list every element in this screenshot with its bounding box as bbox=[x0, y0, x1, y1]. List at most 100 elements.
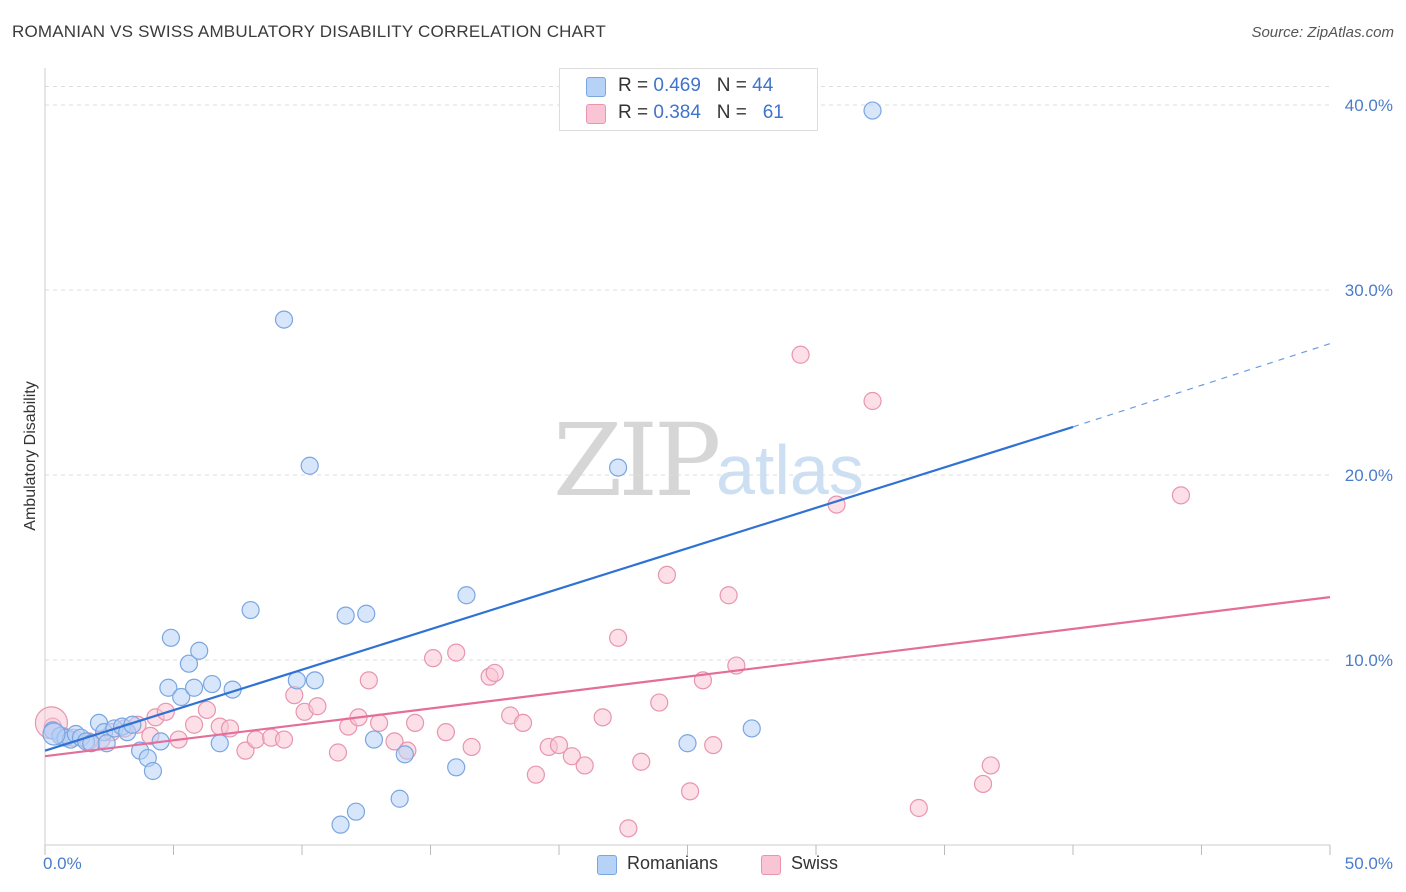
romanians-point-23 bbox=[184, 678, 204, 697]
romanians-point-42 bbox=[609, 458, 628, 477]
swiss-point-61 bbox=[1171, 486, 1191, 505]
romanians-point-35 bbox=[346, 802, 366, 821]
romanians-point-24 bbox=[190, 641, 209, 660]
swiss-point-16 bbox=[236, 741, 255, 760]
swiss-point-32 bbox=[436, 723, 456, 742]
swiss-point-58 bbox=[909, 798, 928, 818]
swiss-point-55 bbox=[791, 345, 810, 364]
romanians-point-40 bbox=[447, 758, 466, 777]
swiss-point-57 bbox=[863, 391, 882, 411]
swiss-point-12 bbox=[184, 715, 204, 734]
romanians-point-21 bbox=[172, 687, 191, 707]
y-axis-label: Ambulatory Disability bbox=[22, 381, 39, 530]
swiss-point-33 bbox=[447, 643, 466, 662]
romanians-point-20 bbox=[161, 628, 181, 647]
romanians-point-26 bbox=[210, 734, 229, 753]
romanians-trend-extension bbox=[1072, 343, 1331, 428]
swiss-point-22 bbox=[308, 697, 327, 716]
romanians-point-22 bbox=[179, 654, 199, 673]
y-tick-label-10: 10.0% bbox=[1345, 651, 1393, 670]
legend-n-label-romanians: N = bbox=[716, 75, 747, 96]
romanians-point-38 bbox=[390, 789, 409, 808]
swiss-point-52 bbox=[704, 735, 723, 755]
swiss-points bbox=[34, 345, 1191, 838]
trend-lines bbox=[44, 343, 1331, 758]
swiss-point-31 bbox=[423, 649, 443, 668]
swiss-point-34 bbox=[462, 737, 481, 757]
legend-r-value-romanians: 0.469 bbox=[653, 75, 701, 96]
swiss-point-27 bbox=[370, 713, 389, 733]
swiss-point-60 bbox=[981, 756, 1000, 775]
romanians-point-37 bbox=[364, 730, 384, 749]
romanians-point-39 bbox=[395, 745, 414, 764]
swiss-point-41 bbox=[549, 735, 569, 755]
swiss-point-53 bbox=[719, 586, 738, 605]
romanians-point-41 bbox=[457, 586, 476, 605]
romanians-point-45 bbox=[863, 101, 882, 120]
legend-n-label-swiss: N = bbox=[716, 102, 747, 123]
bottom-legend-swatch-romanians bbox=[597, 855, 617, 875]
x-axis-ticks bbox=[44, 845, 1331, 855]
swiss-point-26 bbox=[359, 671, 378, 690]
source-label: Source: ZipAtlas.com bbox=[1251, 24, 1394, 41]
romanians-points bbox=[42, 101, 882, 834]
swiss-point-17 bbox=[246, 730, 265, 749]
legend-r-value-swiss: 0.384 bbox=[653, 102, 701, 123]
swiss-point-59 bbox=[973, 774, 993, 794]
y-tick-label-40: 40.0% bbox=[1345, 96, 1393, 115]
legend-r-label-romanians: R = bbox=[618, 75, 649, 96]
romanians-point-28 bbox=[241, 600, 260, 620]
romanians-point-34 bbox=[336, 606, 355, 625]
grid-lines bbox=[45, 86, 1330, 661]
romanians-cluster-point bbox=[42, 722, 66, 746]
romanians-point-30 bbox=[287, 671, 306, 690]
romanians-point-43 bbox=[678, 734, 697, 753]
bottom-legend-label-romanians: Romanians bbox=[627, 853, 719, 873]
romanians-point-36 bbox=[357, 604, 376, 623]
bottom-legend-swatch-swiss bbox=[761, 855, 781, 875]
swiss-point-13 bbox=[197, 700, 217, 720]
legend-n-value-swiss: 61 bbox=[762, 102, 784, 123]
swiss-point-46 bbox=[619, 819, 638, 838]
swiss-point-45 bbox=[609, 628, 628, 647]
y-axis-tick-labels: 10.0% 20.0% 30.0% 40.0% bbox=[1345, 96, 1393, 670]
romanians-point-19 bbox=[159, 678, 178, 697]
swiss-point-30 bbox=[405, 713, 425, 733]
swiss-point-23 bbox=[328, 743, 348, 762]
bottom-legend-label-swiss: Swiss bbox=[791, 853, 839, 873]
swiss-trend-line bbox=[44, 596, 1331, 758]
swiss-point-19 bbox=[274, 730, 294, 749]
legend-text-romanians: R = 0.469 N = 44 bbox=[618, 75, 773, 97]
y-tick-label-30: 30.0% bbox=[1345, 281, 1393, 300]
romanians-point-25 bbox=[202, 674, 222, 694]
swiss-point-44 bbox=[593, 708, 612, 727]
romanians-point-17 bbox=[143, 761, 163, 781]
romanians-trend-line bbox=[44, 425, 1074, 752]
legend-swatch-romanians bbox=[586, 77, 606, 97]
swiss-point-39 bbox=[526, 765, 545, 784]
swiss-point-43 bbox=[575, 756, 594, 775]
legend-n-value-romanians: 44 bbox=[752, 75, 774, 96]
legend-swatch-swiss bbox=[586, 104, 606, 124]
romanians-point-29 bbox=[274, 310, 294, 329]
swiss-point-49 bbox=[657, 565, 677, 585]
x-tick-label-max: 50.0% bbox=[1345, 854, 1393, 873]
watermark-zip: ZIP bbox=[553, 402, 721, 519]
swiss-point-36 bbox=[485, 663, 504, 683]
x-tick-label-min: 0.0% bbox=[43, 854, 82, 873]
romanians-point-44 bbox=[742, 719, 761, 738]
legend-box: R = 0.469 N = 44 R = 0.384 N = 61 bbox=[559, 68, 818, 131]
swiss-point-20 bbox=[285, 686, 304, 705]
legend-text-swiss: R = 0.384 N = 61 bbox=[618, 102, 784, 124]
swiss-point-28 bbox=[385, 732, 404, 751]
swiss-point-38 bbox=[513, 713, 533, 733]
swiss-point-50 bbox=[680, 782, 700, 801]
swiss-point-42 bbox=[562, 747, 581, 766]
romanians-point-31 bbox=[300, 456, 319, 475]
swiss-point-48 bbox=[650, 693, 669, 712]
y-tick-label-20: 20.0% bbox=[1345, 466, 1393, 485]
swiss-point-47 bbox=[632, 752, 651, 771]
romanians-point-32 bbox=[305, 671, 324, 690]
romanians-point-33 bbox=[331, 815, 350, 834]
